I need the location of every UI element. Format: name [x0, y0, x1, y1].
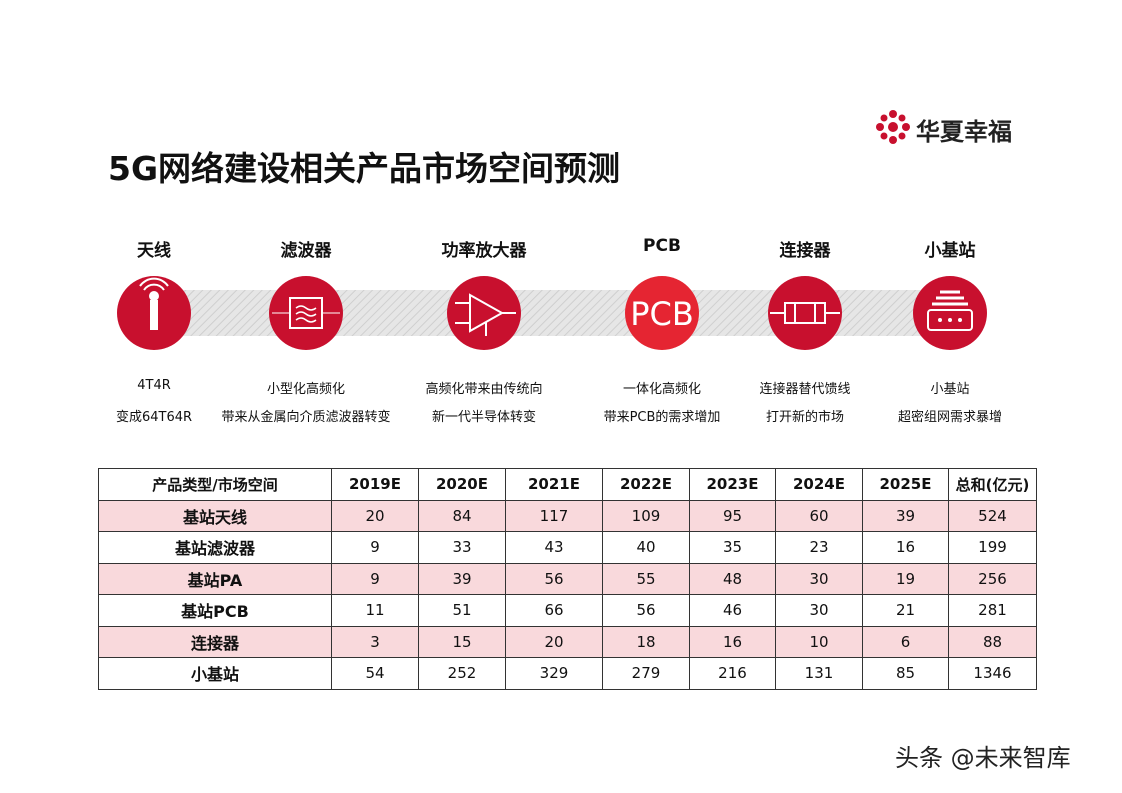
- product-desc: 打开新的市场: [765, 410, 844, 425]
- product-desc: 小基站: [930, 382, 970, 397]
- watermark: 头条 @未来智库: [895, 744, 1071, 772]
- table-cell: 19: [862, 562, 949, 595]
- product-name: 功率放大器: [441, 241, 527, 261]
- table-cell: 18: [602, 625, 690, 658]
- table-cell: 40: [602, 531, 690, 564]
- logo-icon: [876, 110, 910, 144]
- table-cell: 1346: [948, 657, 1037, 690]
- table-cell: 84: [418, 499, 506, 532]
- table-cell: 252: [418, 657, 506, 690]
- product-desc: 一体化高频化: [622, 382, 701, 397]
- table-cell: 11: [331, 594, 419, 627]
- row-label: 基站PCB: [98, 594, 332, 627]
- table-cell: 95: [689, 499, 776, 532]
- table-cell: 15: [418, 625, 506, 658]
- table-cell: 30: [775, 562, 863, 595]
- table-cell: 9: [331, 531, 419, 564]
- table-cell: 329: [505, 657, 603, 690]
- product-desc: 4T4R: [137, 378, 171, 393]
- header-cell: 2020E: [418, 468, 506, 501]
- table-cell: 9: [331, 562, 419, 595]
- table-cell: 256: [948, 562, 1037, 595]
- header-cell: 2025E: [862, 468, 949, 501]
- table-cell: 66: [505, 594, 603, 627]
- table-cell: 39: [418, 562, 506, 595]
- product-desc: 连接器替代馈线: [759, 382, 851, 397]
- table-cell: 43: [505, 531, 603, 564]
- product-desc: 带来从金属向介质滤波器转变: [221, 410, 391, 425]
- table-cell: 216: [689, 657, 776, 690]
- product-desc: 新一代半导体转变: [431, 410, 536, 425]
- table-row: 基站天线 20 84 117 109 95 60 39 524: [98, 499, 1037, 532]
- header-cell: 2024E: [775, 468, 863, 501]
- table-cell: 117: [505, 499, 603, 532]
- table-row: 基站PCB 11 51 66 56 46 30 21 281: [98, 594, 1037, 627]
- table-cell: 33: [418, 531, 506, 564]
- product-desc: 超密组网需求暴增: [897, 410, 1002, 425]
- row-label: 小基站: [98, 657, 332, 690]
- product-desc: 高频化带来由传统向: [425, 382, 543, 397]
- table-row: 基站PA 9 39 56 55 48 30 19 256: [98, 562, 1037, 595]
- logo: 华夏幸福: [916, 118, 1012, 146]
- table-cell: 3: [331, 625, 419, 658]
- icons: PCB: [117, 276, 987, 350]
- table-cell: 10: [775, 625, 863, 658]
- table-cell: 88: [948, 625, 1037, 658]
- product-name: 天线: [137, 241, 171, 261]
- table-cell: 16: [689, 625, 776, 658]
- header-cell: 2021E: [505, 468, 603, 501]
- product-desc: 带来PCB的需求增加: [603, 410, 721, 425]
- product-name: 小基站: [924, 241, 976, 261]
- table-cell: 56: [602, 594, 690, 627]
- table-cell: 20: [331, 499, 419, 532]
- title: 5G网络建设相关产品市场空间预测: [108, 149, 621, 188]
- row-label: 基站天线: [98, 499, 332, 532]
- market-table: 产品类型/市场空间 2019E 2020E 2021E 2022E 2023E 2024E 2…: [98, 468, 1037, 690]
- table-cell: 279: [602, 657, 690, 690]
- table-cell: 48: [689, 562, 776, 595]
- table-cell: 21: [862, 594, 949, 627]
- header-cell: 2023E: [689, 468, 776, 501]
- table-cell: 56: [505, 562, 603, 595]
- header-cell: 2019E: [331, 468, 419, 501]
- table-cell: 131: [775, 657, 863, 690]
- table-cell: 51: [418, 594, 506, 627]
- table-cell: 30: [775, 594, 863, 627]
- pcb-icon-label: PCB: [630, 295, 694, 333]
- table-cell: 20: [505, 625, 603, 658]
- header-row: 产品类型/市场空间 2019E 2020E 2021E 2022E 2023E 2024E 2…: [98, 468, 1037, 501]
- table-cell: 109: [602, 499, 690, 532]
- product-desc: 变成64T64R: [115, 410, 193, 425]
- product-name: 滤波器: [280, 241, 332, 261]
- header-cell: 总和(亿元): [948, 468, 1037, 501]
- row-label: 基站PA: [98, 562, 332, 595]
- header-cell: 产品类型/市场空间: [98, 468, 332, 501]
- table-cell: 39: [862, 499, 949, 532]
- table-cell: 55: [602, 562, 690, 595]
- table-row: 小基站 54 252 329 279 216 131 85 1346: [98, 657, 1037, 690]
- product-name: 连接器: [779, 241, 831, 261]
- table-cell: 46: [689, 594, 776, 627]
- table-cell: 281: [948, 594, 1037, 627]
- table-cell: 199: [948, 531, 1037, 564]
- table-cell: 35: [689, 531, 776, 564]
- table-cell: 524: [948, 499, 1037, 532]
- row-label: 连接器: [98, 625, 332, 658]
- table-cell: 16: [862, 531, 949, 564]
- product-name: PCB: [643, 236, 681, 256]
- table-cell: 54: [331, 657, 419, 690]
- table-cell: 6: [862, 625, 949, 658]
- table-cell: 23: [775, 531, 863, 564]
- table-cell: 85: [862, 657, 949, 690]
- table-cell: 60: [775, 499, 863, 532]
- header-cell: 2022E: [602, 468, 690, 501]
- table-row: 连接器 3 15 20 18 16 10 6 88: [98, 625, 1037, 658]
- table-row: 基站滤波器 9 33 43 40 35 23 16 199: [98, 531, 1037, 564]
- row-label: 基站滤波器: [98, 531, 332, 564]
- product-desc: 小型化高频化: [266, 382, 345, 397]
